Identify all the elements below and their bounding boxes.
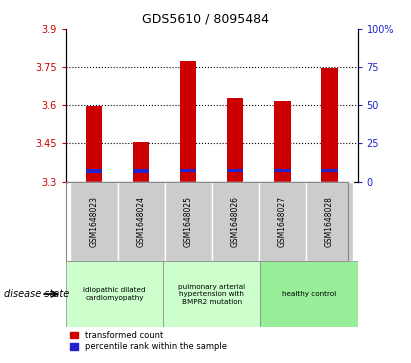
FancyBboxPatch shape [118,182,164,261]
Bar [180,169,196,172]
Text: healthy control: healthy control [282,291,336,297]
Bar [86,106,102,182]
FancyBboxPatch shape [66,261,163,327]
FancyBboxPatch shape [163,261,260,327]
Text: GSM1648024: GSM1648024 [136,196,145,247]
Bar [133,142,149,182]
Bar [180,61,196,182]
Text: GSM1648027: GSM1648027 [278,196,287,247]
Text: pulmonary arterial
hypertension with
BMPR2 mutation: pulmonary arterial hypertension with BMP… [178,284,245,305]
Bar [86,169,102,172]
Text: idiopathic dilated
cardiomyopathy: idiopathic dilated cardiomyopathy [83,287,146,301]
Text: GSM1648025: GSM1648025 [184,196,193,247]
Bar [274,169,291,172]
Text: GSM1648028: GSM1648028 [325,196,334,247]
Bar [227,98,243,182]
FancyBboxPatch shape [212,182,259,261]
FancyBboxPatch shape [260,261,358,327]
FancyBboxPatch shape [306,182,353,261]
Bar [274,101,291,182]
Bar [321,169,337,172]
Bar [321,68,337,182]
Bar [133,169,149,172]
FancyBboxPatch shape [164,182,212,261]
Text: GDS5610 / 8095484: GDS5610 / 8095484 [142,13,269,26]
Legend: transformed count, percentile rank within the sample: transformed count, percentile rank withi… [70,331,227,351]
FancyBboxPatch shape [70,182,118,261]
FancyBboxPatch shape [259,182,306,261]
Text: GSM1648023: GSM1648023 [90,196,99,247]
Text: disease state: disease state [4,289,69,299]
Bar [227,169,243,172]
Text: GSM1648026: GSM1648026 [231,196,240,247]
